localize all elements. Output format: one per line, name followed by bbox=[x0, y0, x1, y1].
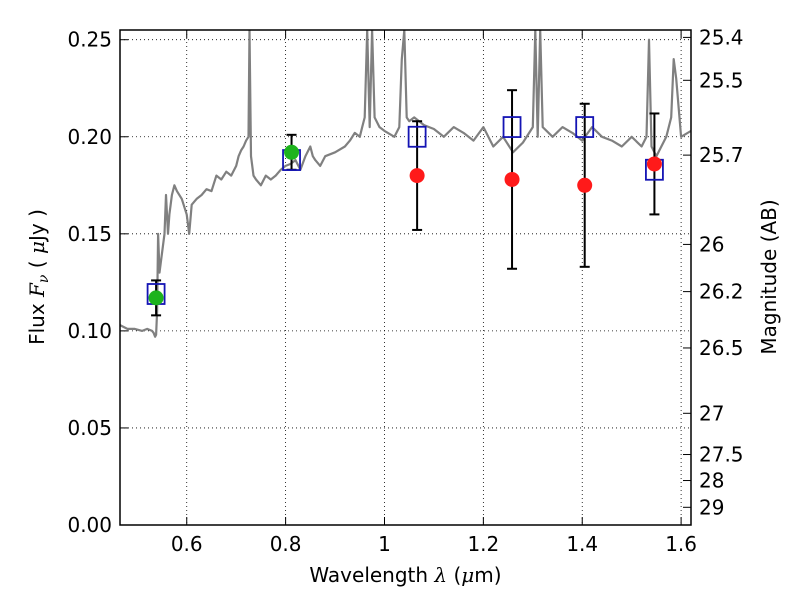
y2-axis-label: Magnitude (AB) bbox=[757, 199, 781, 354]
x-tick-label: 1 bbox=[378, 532, 391, 556]
data-points bbox=[146, 89, 664, 317]
model-photometry-square bbox=[575, 116, 595, 138]
x-axis-label: Wavelength λ (μm) bbox=[309, 563, 501, 587]
observed-point bbox=[646, 156, 662, 172]
x-tick-label: 1.6 bbox=[665, 532, 697, 556]
y-tick-label: 0.20 bbox=[67, 125, 112, 149]
y-axis-label: Flux Fν ( μJy ) bbox=[25, 209, 52, 345]
observed-point bbox=[504, 171, 520, 187]
y2-tick-label: 27 bbox=[699, 401, 724, 425]
x-tick-label: 0.8 bbox=[270, 532, 302, 556]
x-tick-label: 1.4 bbox=[566, 532, 598, 556]
y-tick-label: 0.10 bbox=[67, 319, 112, 343]
y-tick-label: 0.25 bbox=[67, 28, 112, 52]
y-tick-label: 0.15 bbox=[67, 222, 112, 246]
observed-point bbox=[409, 168, 425, 184]
y2-tick-label: 28 bbox=[699, 469, 724, 493]
spectrum-layer bbox=[120, 30, 691, 338]
spectrum-line bbox=[120, 30, 691, 338]
plot-frame bbox=[119, 29, 692, 526]
y2-tick-label: 26.2 bbox=[699, 280, 744, 304]
y-tick-label: 0.05 bbox=[67, 416, 112, 440]
observed-point bbox=[284, 144, 300, 160]
y-tick-label: 0.00 bbox=[67, 513, 112, 537]
grid-lines bbox=[120, 30, 691, 525]
model-photometry-square bbox=[502, 116, 522, 138]
x-tick-label: 1.2 bbox=[467, 532, 499, 556]
axis-ticks: 0.6 0.8 1 1.2 1.4 1.6 0.00 0.05 0.10 0.15 0.20 0.25… bbox=[67, 25, 743, 556]
y2-tick-label: 25.5 bbox=[699, 68, 744, 92]
y2-tick-label: 25.7 bbox=[699, 143, 744, 167]
y2-tick-label: 25.4 bbox=[699, 25, 744, 49]
y2-tick-label: 26 bbox=[699, 232, 724, 256]
y2-tick-label: 27.5 bbox=[699, 443, 744, 467]
model-photometry-square bbox=[407, 125, 427, 148]
observed-point bbox=[577, 177, 593, 193]
observed-point bbox=[148, 290, 164, 306]
x-tick-label: 0.6 bbox=[171, 532, 203, 556]
y2-tick-label: 29 bbox=[699, 495, 724, 519]
y2-tick-label: 26.5 bbox=[699, 336, 744, 360]
